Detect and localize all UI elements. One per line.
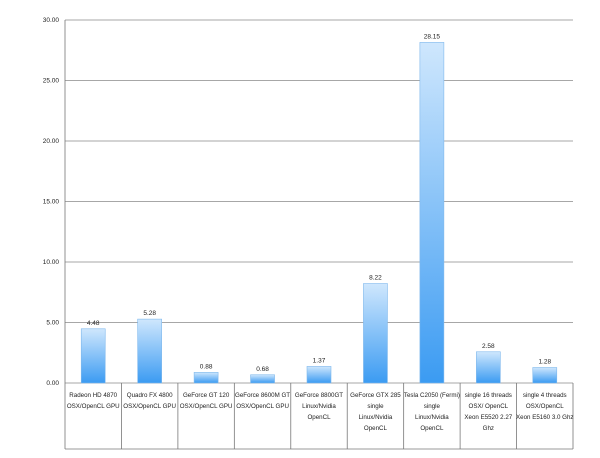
category-label-line: OpenCL — [420, 425, 444, 432]
category-label-line: GeForce 8800GT — [295, 392, 343, 399]
category-label-line: single 16 threads — [465, 392, 512, 399]
category-label-line: Xeon E5160 3.0 Ghz — [516, 414, 573, 421]
y-tick-label: 5.00 — [46, 320, 59, 327]
y-tick-label: 20.00 — [43, 138, 60, 145]
bar-value-label: 0.88 — [200, 363, 213, 370]
category-label-line: Linux/Nvidia — [415, 414, 449, 421]
bar — [363, 283, 388, 384]
category-label-line: Linux/Nvidia — [359, 414, 393, 421]
category-label-line: GeForce 8600M GT — [235, 392, 290, 399]
bar — [306, 366, 332, 384]
category-label-line: Ghz — [483, 425, 494, 432]
bar-value-label: 4.48 — [87, 320, 100, 327]
bar-value-label: 1.28 — [538, 359, 551, 366]
category-label-line: OSX/OpenCL — [526, 403, 564, 410]
category-label-line: OSX/OpenCL GPU — [123, 403, 176, 410]
category-label-line: OSX/ OpenCL — [469, 403, 509, 410]
category-label-line: Linux/Nvidia — [302, 403, 336, 410]
category-label-line: OSX/OpenCL GPU — [236, 403, 289, 410]
category-label: Tesla C2050 (Fermi) single Linux/Nvidia Ope… — [404, 392, 460, 432]
category-label: single 4 threads OSX/OpenCL Xeon E5160 3.0… — [516, 392, 573, 421]
bar — [419, 42, 445, 384]
bar-value-label: 1.37 — [313, 357, 326, 364]
category-label-line: single — [424, 403, 441, 410]
bar-value-label: 28.15 — [424, 33, 441, 40]
category-label-line: single 4 threads — [523, 392, 567, 399]
category-label: GeForce GT 120 OSX/OpenCL GPU — [180, 392, 233, 410]
bar-value-label: 8.22 — [369, 275, 382, 282]
bar — [80, 328, 106, 384]
category-label: single 16 threads OSX/ OpenCL Xeon E5520 2… — [464, 392, 512, 432]
category-label-line: Radeon HD 4870 — [69, 392, 117, 399]
y-tick-label: 10.00 — [43, 259, 60, 266]
category-label: GeForce 8800GT Linux/Nvidia OpenCL — [295, 392, 343, 421]
category-label-line: Quadro FX 4800 — [127, 392, 173, 399]
y-tick-label: 15.00 — [43, 199, 60, 206]
category-label-line: GeForce GT 120 — [183, 392, 230, 399]
category-label-line: single — [367, 403, 384, 410]
bar — [250, 374, 275, 384]
y-tick-label: 25.00 — [43, 78, 60, 85]
y-tick-label: 0.00 — [46, 380, 59, 387]
category-label-line: OpenCL — [307, 414, 331, 421]
bar-value-label: 0.68 — [256, 366, 269, 373]
category-label-line: Tesla C2050 (Fermi) — [404, 392, 460, 399]
category-label-line: Xeon E5520 2.27 — [464, 414, 512, 421]
category-label: GeForce GTX 285 single Linux/Nvidia OpenCL — [350, 392, 401, 432]
bar — [193, 372, 219, 384]
bar-value-label: 5.28 — [143, 310, 156, 317]
category-label-line: OSX/OpenCL GPU — [67, 403, 120, 410]
category-label: GeForce 8600M GT OSX/OpenCL GPU — [235, 392, 290, 410]
category-label-line: OpenCL — [364, 425, 388, 432]
bar — [137, 318, 162, 384]
category-label-line: OSX/OpenCL GPU — [180, 403, 233, 410]
category-label-line: GeForce GTX 285 — [350, 392, 401, 399]
bar-value-label: 2.58 — [482, 343, 495, 350]
bar — [532, 367, 558, 384]
bar — [476, 351, 501, 384]
y-tick-label: 30.00 — [43, 17, 60, 24]
category-label: Quadro FX 4800 OSX/OpenCL GPU — [123, 392, 176, 410]
category-label: Radeon HD 4870 OSX/OpenCL GPU — [67, 392, 120, 410]
